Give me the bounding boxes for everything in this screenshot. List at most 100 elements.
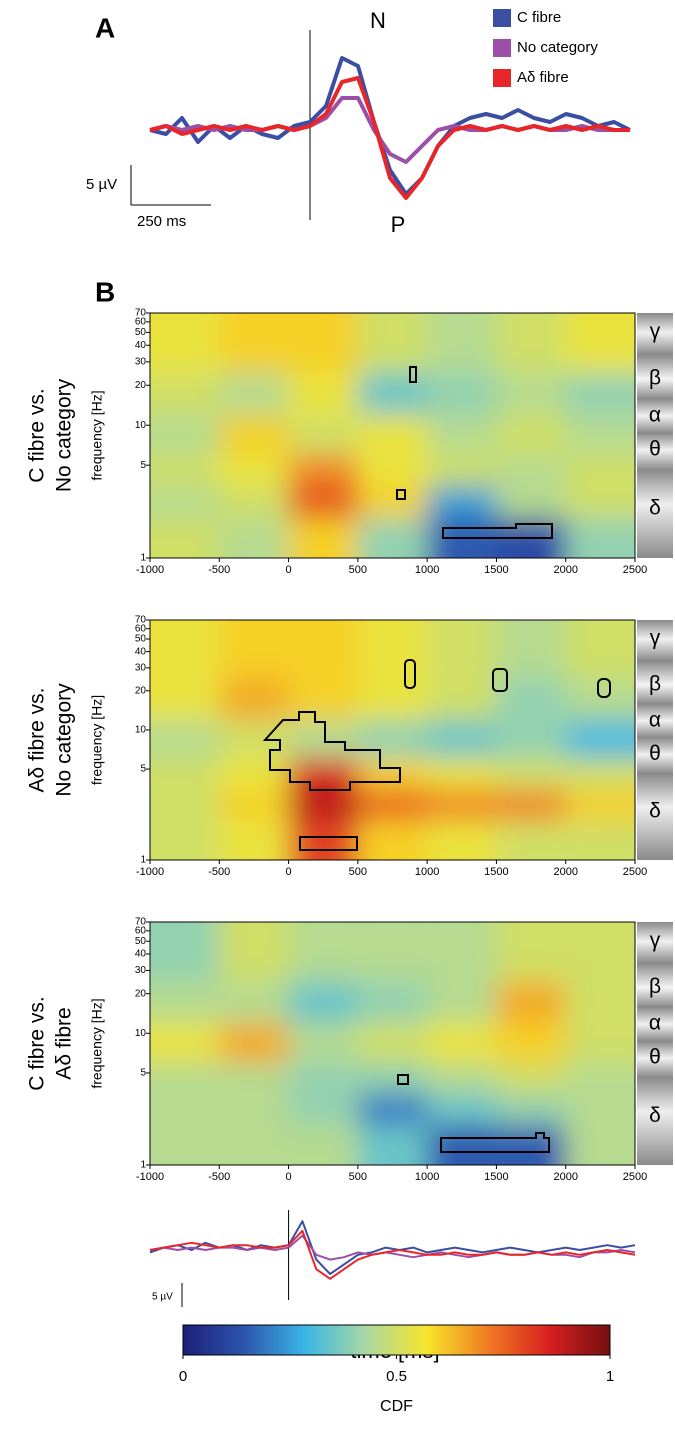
- heatmap-cell: [150, 620, 220, 679]
- row-title: C fibre vs.: [26, 996, 49, 1091]
- y-tick-label: 5: [140, 1068, 146, 1079]
- band-strip: [637, 620, 673, 860]
- heatmap-cell: [288, 1093, 358, 1126]
- heatmap-cell: [427, 1062, 497, 1094]
- x-tick-label: 2000: [553, 1171, 577, 1183]
- heatmap-cell: [219, 518, 289, 558]
- y-axis-label: frequency [Hz]: [89, 695, 105, 785]
- x-tick-label: -1000: [136, 1171, 164, 1183]
- peak-label: N: [370, 8, 386, 33]
- heatmap-cell: [150, 1093, 220, 1126]
- heatmap-cell: [565, 620, 635, 679]
- heatmap-cell: [219, 485, 289, 519]
- y-tick-label: 1: [140, 1160, 146, 1171]
- band-strip: [637, 313, 673, 558]
- x-tick-label: 1000: [415, 866, 439, 878]
- heatmap-cell: [496, 620, 566, 679]
- heatmap-cell: [288, 758, 358, 790]
- y-tick-label: 30: [135, 965, 147, 976]
- heatmap-cell: [357, 678, 428, 720]
- band-label: α: [649, 403, 661, 426]
- x-tick-label: 2500: [623, 1171, 647, 1183]
- heatmap-cell: [357, 1125, 428, 1165]
- heatmap-cell: [496, 313, 566, 373]
- heatmap-cell: [565, 1093, 635, 1126]
- heatmap-cell: [496, 1022, 566, 1063]
- heatmap-cells: [150, 922, 635, 1165]
- y-axis-label: frequency [Hz]: [89, 390, 105, 480]
- y-tick-label: 20: [135, 685, 147, 696]
- heatmap-cell: [427, 980, 497, 1023]
- heatmap-cell: [427, 758, 497, 790]
- heatmap-cell: [357, 620, 428, 679]
- heatmap-cell: [496, 454, 566, 486]
- heatmap-cell: [219, 789, 289, 821]
- heatmap-cell: [219, 922, 289, 981]
- x-tick-label: 0: [286, 1171, 292, 1183]
- band-label: α: [649, 1012, 661, 1035]
- heatmap-cell: [219, 414, 289, 455]
- peak-label: P: [391, 212, 406, 237]
- y-tick-label: 50: [135, 634, 147, 645]
- heatmap-cell: [565, 1022, 635, 1063]
- heatmap-cell: [357, 518, 428, 558]
- band-label: θ: [649, 438, 661, 461]
- heatmap-cell: [496, 922, 566, 981]
- heatmap-cell: [427, 789, 497, 821]
- x-tick-label: 2000: [553, 564, 577, 576]
- band-label: γ: [650, 320, 661, 343]
- heatmap-cell: [150, 313, 220, 373]
- heatmap-cell: [288, 789, 358, 821]
- y-tick-label: 20: [135, 380, 147, 391]
- band-label: β: [649, 367, 661, 390]
- heatmap-cell: [219, 758, 289, 790]
- heatmap-cell: [357, 485, 428, 519]
- band-label: δ: [649, 1104, 661, 1127]
- heatmap-cell: [288, 620, 358, 679]
- heatmap-cell: [496, 1093, 566, 1126]
- y-tick-label: 50: [135, 327, 147, 338]
- heatmap-cell: [150, 1062, 220, 1094]
- heatmap-cell: [427, 620, 497, 679]
- heatmap-cell: [357, 1062, 428, 1094]
- heatmap-cell: [427, 485, 497, 519]
- y-tick-label: 10: [135, 1028, 147, 1039]
- x-tick-label: 500: [349, 1171, 367, 1183]
- band-label: β: [649, 672, 661, 695]
- heatmap-cell: [288, 1022, 358, 1063]
- heatmap-cell: [288, 313, 358, 373]
- heatmap-cell: [427, 1125, 497, 1165]
- heatmap-cell: [565, 485, 635, 519]
- erp-line: [149, 1229, 636, 1280]
- heatmap-cell: [565, 1062, 635, 1094]
- heatmap-cell: [150, 820, 220, 860]
- y-axis-label: frequency [Hz]: [89, 998, 105, 1088]
- row-title: Aδ fibre: [53, 1007, 76, 1079]
- y-tick-label: 70: [135, 917, 147, 928]
- heatmap-cell: [288, 1125, 358, 1165]
- heatmap-cell: [288, 719, 358, 759]
- legend-label: C fibre: [517, 9, 561, 26]
- x-tick-label: 1500: [484, 866, 508, 878]
- colorbar-tick-label: 1: [606, 1368, 614, 1385]
- heatmap-cell: [288, 980, 358, 1023]
- y-tick-label: 1: [140, 855, 146, 866]
- y-tick-label: 10: [135, 420, 147, 431]
- heatmap-cell: [357, 313, 428, 373]
- row-title: No category: [53, 683, 76, 797]
- x-tick-label: 2000: [553, 866, 577, 878]
- heatmap-cell: [357, 1093, 428, 1126]
- scale-label: 5 µV: [86, 176, 117, 193]
- heatmap-cell: [565, 1125, 635, 1165]
- heatmap-cell: [565, 518, 635, 558]
- heatmap-cell: [357, 414, 428, 455]
- heatmap-cell: [150, 922, 220, 981]
- heatmap-cell: [219, 820, 289, 860]
- heatmap-cell: [150, 372, 220, 415]
- scale-label: 5 µV: [152, 1292, 173, 1303]
- legend-swatch: [493, 69, 511, 87]
- heatmap-cell: [427, 1093, 497, 1126]
- band-strip: [637, 922, 673, 1165]
- heatmap-cell: [565, 922, 635, 981]
- heatmap-cell: [219, 1093, 289, 1126]
